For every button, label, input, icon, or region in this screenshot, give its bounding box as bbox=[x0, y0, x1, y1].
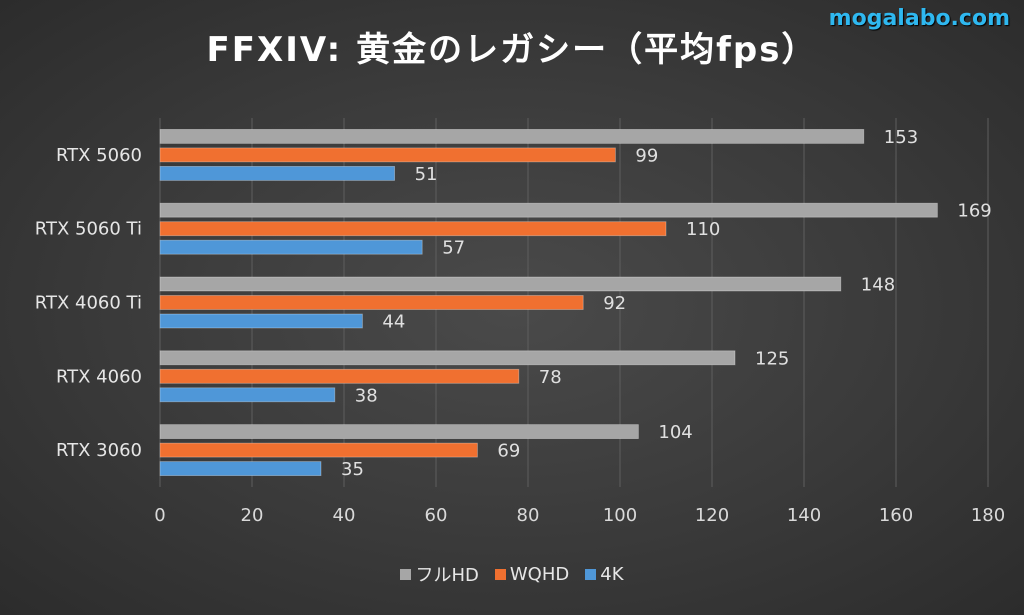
legend-swatch bbox=[400, 568, 412, 580]
data-label: 57 bbox=[442, 238, 465, 259]
legend-label: WQHD bbox=[509, 563, 570, 585]
legend: フルHD WQHD 4K bbox=[0, 561, 1024, 587]
bar bbox=[159, 461, 322, 477]
data-label: 69 bbox=[497, 441, 520, 462]
data-label: 38 bbox=[355, 385, 378, 406]
bar bbox=[159, 165, 396, 181]
data-label: 125 bbox=[755, 348, 789, 369]
x-tick-label: 60 bbox=[425, 505, 448, 526]
bar bbox=[159, 350, 736, 366]
bar bbox=[159, 424, 639, 440]
legend-item: フルHD bbox=[400, 561, 479, 587]
bar bbox=[159, 313, 363, 329]
x-tick-label: 80 bbox=[517, 505, 540, 526]
legend-label: 4K bbox=[600, 563, 624, 585]
legend-item: 4K bbox=[585, 561, 624, 587]
data-label: 78 bbox=[539, 367, 562, 388]
legend-swatch bbox=[585, 568, 597, 580]
data-label: 104 bbox=[658, 422, 692, 443]
bar bbox=[159, 128, 865, 144]
bar bbox=[159, 202, 938, 218]
bar bbox=[159, 221, 667, 237]
legend-label: フルHD bbox=[415, 565, 479, 586]
x-tick-label: 140 bbox=[787, 505, 821, 526]
watermark: mogalabo.com bbox=[828, 6, 1010, 31]
legend-item: WQHD bbox=[494, 561, 570, 587]
x-tick-label: 160 bbox=[879, 505, 913, 526]
bar bbox=[159, 368, 520, 384]
x-tick-label: 180 bbox=[971, 505, 1005, 526]
data-label: 51 bbox=[415, 164, 438, 185]
x-tick-label: 40 bbox=[333, 505, 356, 526]
data-label: 99 bbox=[635, 145, 658, 166]
x-tick-label: 120 bbox=[695, 505, 729, 526]
x-tick-label: 0 bbox=[154, 505, 165, 526]
bar bbox=[159, 147, 616, 163]
category-label: RTX 4060 bbox=[56, 366, 142, 387]
data-label: 44 bbox=[382, 312, 405, 333]
data-label: 153 bbox=[884, 127, 918, 148]
category-label: RTX 4060 Ti bbox=[35, 293, 142, 314]
category-label: RTX 3060 bbox=[56, 440, 142, 461]
data-label: 148 bbox=[861, 275, 895, 296]
data-label: 35 bbox=[341, 459, 364, 480]
x-tick-label: 20 bbox=[241, 505, 264, 526]
category-label: RTX 5060 bbox=[56, 145, 142, 166]
data-label: 110 bbox=[686, 219, 720, 240]
data-label: 92 bbox=[603, 293, 626, 314]
category-label: RTX 5060 Ti bbox=[35, 219, 142, 240]
bar bbox=[159, 295, 584, 310]
bar bbox=[159, 387, 336, 403]
chart-title: FFXIV: 黄金のレガシー（平均fps） bbox=[206, 30, 818, 70]
bar bbox=[159, 239, 423, 255]
legend-swatch bbox=[494, 568, 506, 580]
bar bbox=[159, 276, 842, 292]
bar bbox=[159, 442, 478, 458]
data-label: 169 bbox=[957, 201, 991, 222]
x-tick-label: 100 bbox=[603, 505, 637, 526]
